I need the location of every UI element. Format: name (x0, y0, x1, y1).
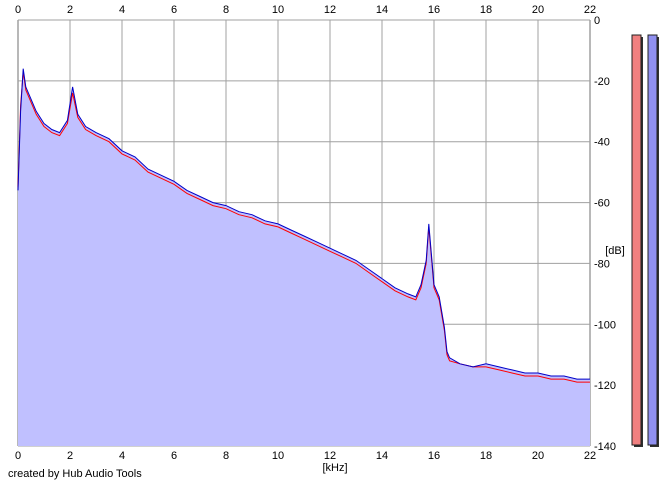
x-tick-top-9: 18 (480, 4, 492, 16)
x-tick-bottom-9: 18 (480, 450, 492, 462)
x-tick-top-1: 2 (67, 4, 73, 16)
y-tick-0: 0 (594, 15, 600, 27)
x-tick-bottom-6: 12 (324, 450, 336, 462)
spectrum-lines (17, 68, 590, 383)
x-tick-top-4: 8 (223, 4, 229, 16)
x-tick-bottom-11: 22 (584, 450, 596, 462)
y-tick-7: -140 (594, 441, 616, 453)
y-axis-label: [dB] (605, 245, 625, 257)
x-tick-top-3: 6 (171, 4, 177, 16)
x-tick-top-10: 20 (532, 4, 544, 16)
x-tick-bottom-7: 14 (376, 450, 388, 462)
x-tick-top-6: 12 (324, 4, 336, 16)
y-tick-1: -20 (594, 76, 610, 88)
x-axis-label: [kHz] (322, 462, 347, 474)
credit-text: created by Hub Audio Tools (8, 468, 142, 480)
x-tick-bottom-2: 4 (119, 450, 125, 462)
x-tick-top-11: 22 (584, 4, 596, 16)
level-meters (631, 34, 659, 447)
x-tick-top-5: 10 (272, 4, 284, 16)
x-tick-bottom-0: 0 (15, 450, 21, 462)
y-tick-6: -120 (594, 380, 616, 392)
x-tick-bottom-1: 2 (67, 450, 73, 462)
x-ticks-bottom: 0 2 4 6 8 10 12 14 16 18 20 22 (15, 450, 596, 462)
y-tick-5: -100 (594, 319, 616, 331)
x-ticks-top: 0 2 4 6 8 10 12 14 16 18 20 22 (15, 4, 596, 16)
x-tick-top-0: 0 (15, 4, 21, 16)
spectrum-area (18, 68, 590, 446)
x-tick-top-7: 14 (376, 4, 388, 16)
x-tick-top-2: 4 (119, 4, 125, 16)
meter-right (647, 34, 658, 446)
x-tick-bottom-5: 10 (272, 450, 284, 462)
x-tick-bottom-3: 6 (171, 450, 177, 462)
meter-left (631, 34, 642, 446)
x-tick-bottom-4: 8 (223, 450, 229, 462)
y-tick-4: -80 (594, 258, 610, 270)
y-tick-3: -60 (594, 198, 610, 210)
series-line-1 (17, 68, 590, 380)
y-ticks: 0 -20 -40 -60 -80 -100 -120 -140 (594, 15, 616, 453)
x-tick-bottom-8: 16 (428, 450, 440, 462)
x-tick-top-8: 16 (428, 4, 440, 16)
x-tick-bottom-10: 20 (532, 450, 544, 462)
y-tick-2: -40 (594, 137, 610, 149)
spectrum-fill (18, 68, 590, 446)
